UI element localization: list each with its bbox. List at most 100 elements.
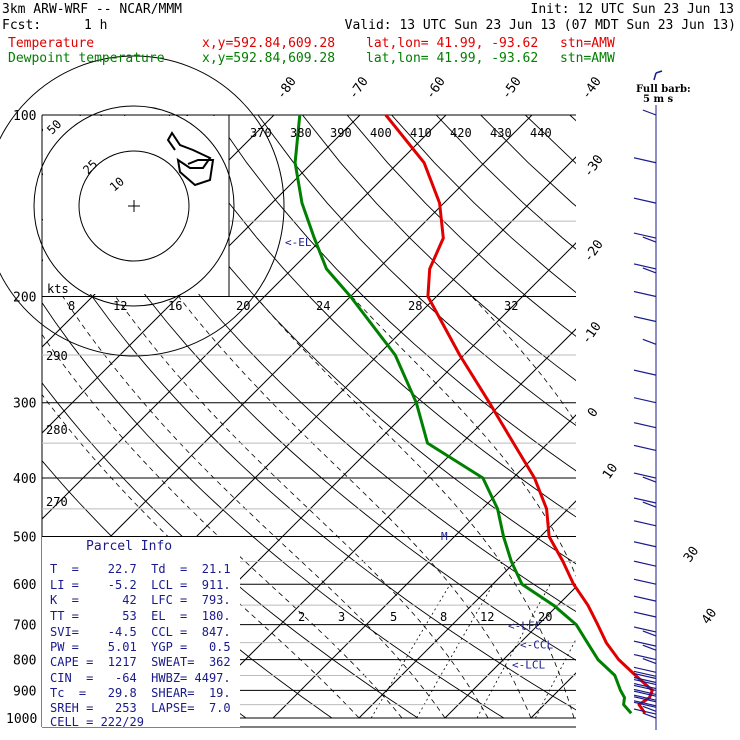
wind-barb <box>633 422 657 429</box>
moist-adiabat <box>115 296 489 719</box>
isotherm-line <box>358 500 576 719</box>
wind-barb <box>633 676 657 684</box>
hodo-speed-label: 8 <box>68 299 75 313</box>
wind-barb <box>633 472 657 479</box>
dewpoint-station: stn=AMW <box>560 51 615 66</box>
parcel-info-title: Parcel Info <box>86 539 173 554</box>
wind-barb <box>642 658 657 665</box>
mixing-ratio-line <box>658 584 721 718</box>
model-title: 3km ARW-WRF -- NCAR/MMM <box>2 2 183 17</box>
hodo-speed-label: 24 <box>316 299 330 313</box>
moist-adiabat <box>734 297 740 719</box>
dry-adiabat <box>524 115 576 164</box>
pressure-tick-label: 400 <box>13 472 36 487</box>
isotherm-line <box>186 328 576 719</box>
legend-barb <box>653 72 657 81</box>
forecast-label: Fcst: <box>2 18 42 33</box>
wind-barb <box>633 653 657 661</box>
dewpoint-xy: x,y=592.84,609.28 <box>202 51 336 66</box>
temperature-xy: x,y=592.84,609.28 <box>202 36 336 51</box>
wind-barb <box>633 197 657 204</box>
theta-label: 280 <box>46 423 68 437</box>
wind-barb <box>633 611 657 618</box>
pressure-tick-label: 800 <box>13 654 36 669</box>
valid-time: Valid: 13 UTC Sun 23 Jun 13 (07 MDT Sun … <box>344 18 736 33</box>
parcel-row: CELL = 222/29 <box>50 715 144 729</box>
pressure-tick-label: 700 <box>13 619 36 634</box>
wind-barb <box>633 541 657 548</box>
hodograph-trace <box>166 131 215 187</box>
dry-adiabat <box>703 115 740 718</box>
wind-barbs <box>633 70 663 730</box>
isotherm-label: 0 <box>585 405 602 420</box>
hodograph-ring <box>0 55 285 357</box>
isotherm-label: -70 <box>346 74 372 102</box>
isotherm-label: -50 <box>499 74 525 102</box>
dewpoint-trace <box>293 114 633 715</box>
mixing-ratio-label: 12 <box>480 610 494 624</box>
mixing-ratio-label: 2 <box>298 610 305 624</box>
theta-label: 290 <box>46 349 68 363</box>
wind-barb <box>633 263 657 270</box>
wind-barb <box>633 578 657 585</box>
dry-adiabat <box>346 115 576 337</box>
wind-barb <box>642 630 657 637</box>
wind-barb <box>633 369 657 376</box>
pressure-tick-label: 300 <box>13 397 36 412</box>
wind-barb <box>633 290 657 298</box>
wind-barb <box>633 701 657 708</box>
wind-barb <box>633 688 657 695</box>
pressure-tick-label: 500 <box>13 530 36 545</box>
pressure-tick-label: 200 <box>13 291 36 306</box>
hodo-speed-label: 12 <box>113 299 127 313</box>
mixing-ratio-line <box>416 583 494 719</box>
parcel-row: PW = 5.01 YGP = 0.5 <box>50 640 231 654</box>
isotherm-label: -20 <box>581 237 607 265</box>
theta-label: 370 <box>250 126 272 140</box>
storm-motion-marker: M <box>441 530 448 543</box>
theta-label: 400 <box>370 126 392 140</box>
isotherm-label: 40 <box>699 606 720 627</box>
wind-barb <box>633 232 657 239</box>
wind-barb <box>642 644 657 651</box>
isotherm-line <box>444 586 576 719</box>
isotherm-label: 30 <box>681 544 702 565</box>
barb-legend-title: Full barb: <box>636 84 691 95</box>
mixing-ratio-label: 20 <box>538 610 552 624</box>
isotherm-line <box>42 115 447 520</box>
theta-label: 390 <box>330 126 352 140</box>
diagram-grid <box>41 114 740 728</box>
isotherm-label: -40 <box>579 74 605 102</box>
parcel-row: TT = 53 EL = 180. <box>50 609 231 623</box>
moist-adiabat <box>255 296 575 719</box>
wind-barb <box>633 690 657 697</box>
barb-legend-units: 5 m s <box>643 94 674 105</box>
hodograph-background <box>43 116 229 294</box>
temperature-latlon: lat,lon= 41.99, -93.62 <box>366 36 539 51</box>
parcel-row: SREH = 253 LAPSE= 7.0 <box>50 701 231 715</box>
parcel-row: CAPE = 1217 SWEAT= 362 <box>50 655 231 669</box>
wind-barb <box>642 267 657 274</box>
dry-adiabat <box>391 115 576 294</box>
hodo-speed-label: 28 <box>408 299 422 313</box>
theta-label: 410 <box>410 126 432 140</box>
temperature-trace <box>384 114 654 715</box>
isotherm-label: 10 <box>600 461 621 482</box>
hodograph-ring <box>33 105 235 307</box>
hodo-speed-label: 16 <box>168 299 182 313</box>
pressure-tick-label: 600 <box>13 578 36 593</box>
wind-barb <box>633 626 657 633</box>
init-time: Init: 12 UTC Sun 23 Jun 13 <box>530 2 735 17</box>
wind-barb <box>633 682 657 690</box>
ccl-marker: <-CCL <box>520 639 553 652</box>
el-marker: <-EL <box>285 236 312 249</box>
isotherm-line <box>272 414 576 719</box>
wind-barb <box>642 705 657 712</box>
dry-adiabat <box>614 115 740 718</box>
mixing-ratio-label: 3 <box>338 610 345 624</box>
parcel-info-panel: Parcel Info T = 22.7 Td = 21.1 LI = -5.2… <box>42 537 240 729</box>
profile-traces <box>293 114 654 715</box>
theta-label: 430 <box>490 126 512 140</box>
mixing-ratio-line <box>370 583 451 719</box>
